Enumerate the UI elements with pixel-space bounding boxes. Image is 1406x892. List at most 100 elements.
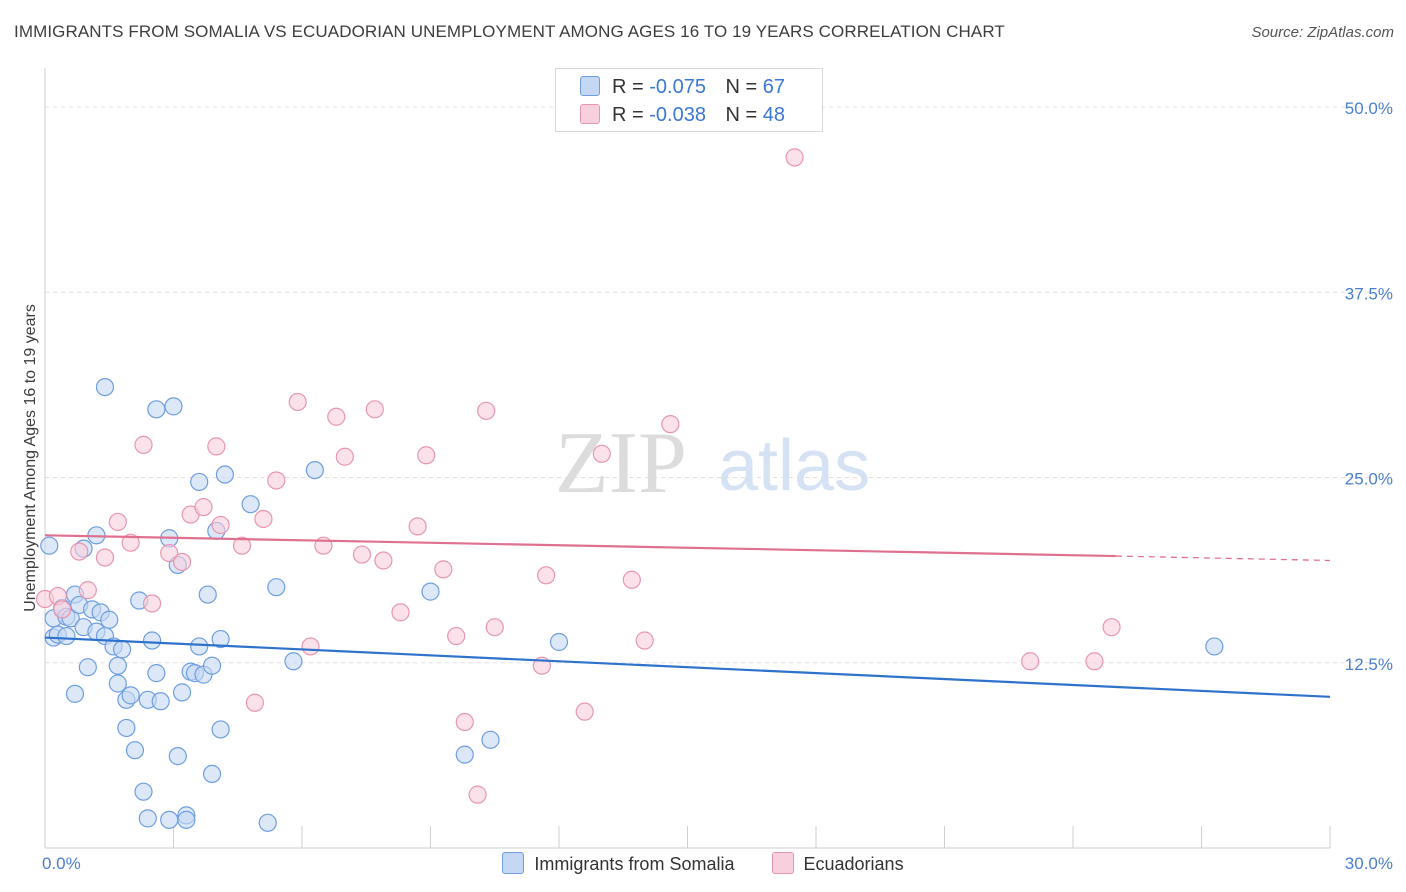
ecuadorian-point-4: [78, 581, 97, 600]
ecuadorian-trend-line: [44, 534, 1116, 558]
ecuadorian-point-14: [207, 437, 226, 456]
ecuadorian-point-34: [468, 785, 487, 804]
somalia-n-value: 67: [762, 76, 786, 98]
ecuadorian-point-28: [391, 603, 410, 622]
ecuadorian-points: [35, 148, 1121, 804]
ecuadorian-point-9: [142, 594, 162, 613]
legend-item-somalia[interactable]: Immigrants from Somalia: [502, 852, 734, 875]
ecuadorian-point-29: [408, 517, 427, 536]
ecuadorian-point-30: [417, 446, 436, 465]
ecuadorian-point-16: [232, 536, 252, 555]
somalia-point-13: [78, 658, 97, 677]
ecuadorian-point-42: [635, 631, 654, 650]
somalia-point-64: [481, 730, 500, 749]
somalia-point-28: [125, 741, 145, 760]
somalia-point-48: [190, 472, 209, 492]
somalia-point-33: [142, 631, 162, 650]
somalia-trend-line: [44, 636, 1331, 698]
legend-r-label: R =: [612, 104, 644, 126]
x-tick-label-0: 0.0%: [42, 854, 81, 873]
ecuadorian-r-value: -0.038: [649, 104, 706, 126]
somalia-point-58: [258, 813, 277, 832]
ecuadorian-point-38: [537, 566, 556, 585]
somalia-point-41: [168, 747, 187, 766]
ecuadorian-point-32: [447, 626, 466, 646]
ecuadorian-point-36: [485, 618, 504, 637]
somalia-point-36: [151, 692, 170, 711]
ecuadorian-point-33: [455, 712, 474, 732]
somalia-point-32: [138, 809, 157, 828]
somalia-point-51: [202, 764, 222, 784]
ecuadorian-point-43: [661, 415, 680, 434]
x-tick-label-1: 30.0%: [1345, 854, 1393, 873]
legend-row-ecuadorian: R = -0.038 N = 48: [580, 104, 785, 127]
somalia-point-37: [160, 810, 179, 829]
legend-row-somalia: R = -0.075 N = 67: [580, 76, 785, 99]
somalia-point-25: [117, 718, 136, 738]
somalia-point-65: [549, 632, 569, 652]
somalia-point-23: [108, 674, 127, 693]
ecuadorian-point-20: [288, 392, 307, 412]
y-tick-labels: 12.5% 25.0% 37.5% 50.0%: [1345, 99, 1393, 674]
ecuadorian-point-2: [53, 600, 72, 619]
somalia-point-8: [65, 684, 85, 703]
y-tick-label-1: 25.0%: [1345, 470, 1393, 489]
grid-lines: [45, 106, 1370, 664]
ecuadorian-point-39: [575, 702, 594, 721]
ecuadorian-point-23: [327, 407, 346, 426]
somalia-point-54: [211, 629, 230, 649]
ecuadorian-point-10: [160, 543, 179, 563]
ecuadorian-point-5: [95, 548, 115, 567]
axes: [44, 68, 1331, 849]
legend-n-label: N =: [725, 76, 758, 98]
ecuadorian-n-value: 48: [762, 104, 786, 126]
somalia-point-62: [421, 582, 440, 601]
somalia-point-63: [455, 745, 474, 764]
somalia-point-39: [164, 397, 183, 416]
ecuadorian-point-31: [434, 560, 453, 579]
somalia-point-57: [241, 495, 260, 514]
somalia-point-66: [1205, 637, 1224, 656]
somalia-point-56: [215, 465, 234, 484]
source-credit: Source: ZipAtlas.com: [1251, 24, 1394, 41]
ecuadorian-point-19: [267, 471, 286, 490]
ecuadorian-point-13: [194, 498, 213, 517]
somalia-point-60: [284, 652, 303, 671]
somalia-point-22: [108, 656, 127, 675]
somalia-point-35: [147, 664, 166, 683]
ecuadorian-legend-label: Ecuadorians: [803, 854, 904, 874]
y-tick-label-0: 12.5%: [1345, 655, 1393, 674]
x-tick-labels: 0.0% 30.0%: [42, 854, 1393, 873]
somalia-point-52: [202, 656, 222, 675]
ecuadorian-swatch: [580, 104, 600, 124]
somalia-point-24: [112, 640, 132, 659]
somalia-r-value: -0.075: [649, 76, 706, 98]
somalia-point-5: [57, 626, 76, 646]
correlation-legend: R = -0.075 N = 67 R = -0.038 N = 48: [555, 68, 823, 132]
somalia-legend-swatch: [502, 852, 525, 874]
somalia-point-20: [100, 610, 119, 629]
somalia-point-55: [211, 720, 230, 739]
somalia-point-44: [177, 810, 196, 829]
ecuadorian-point-27: [374, 551, 393, 570]
ecuadorian-point-45: [1021, 652, 1040, 671]
somalia-point-30: [134, 782, 153, 801]
ecuadorian-point-15: [211, 515, 230, 535]
ecuadorian-point-44: [785, 148, 804, 167]
ecuadorian-point-40: [592, 444, 611, 463]
ecuadorian-point-25: [352, 545, 372, 564]
somalia-point-0: [40, 536, 59, 555]
ecuadorian-point-24: [335, 447, 354, 466]
legend-n-label: N =: [725, 104, 758, 126]
somalia-swatch: [580, 76, 600, 96]
somalia-point-47: [190, 637, 209, 656]
somalia-point-59: [267, 578, 286, 597]
trend-lines: [44, 534, 1331, 698]
somalia-point-50: [198, 585, 217, 604]
somalia-point-19: [95, 377, 115, 397]
ecuadorian-point-3: [70, 542, 89, 561]
legend-r-label: R =: [612, 76, 644, 98]
legend-item-ecuadorian[interactable]: Ecuadorians: [771, 852, 904, 875]
somalia-point-61: [305, 460, 324, 480]
y-tick-label-3: 50.0%: [1345, 99, 1393, 118]
